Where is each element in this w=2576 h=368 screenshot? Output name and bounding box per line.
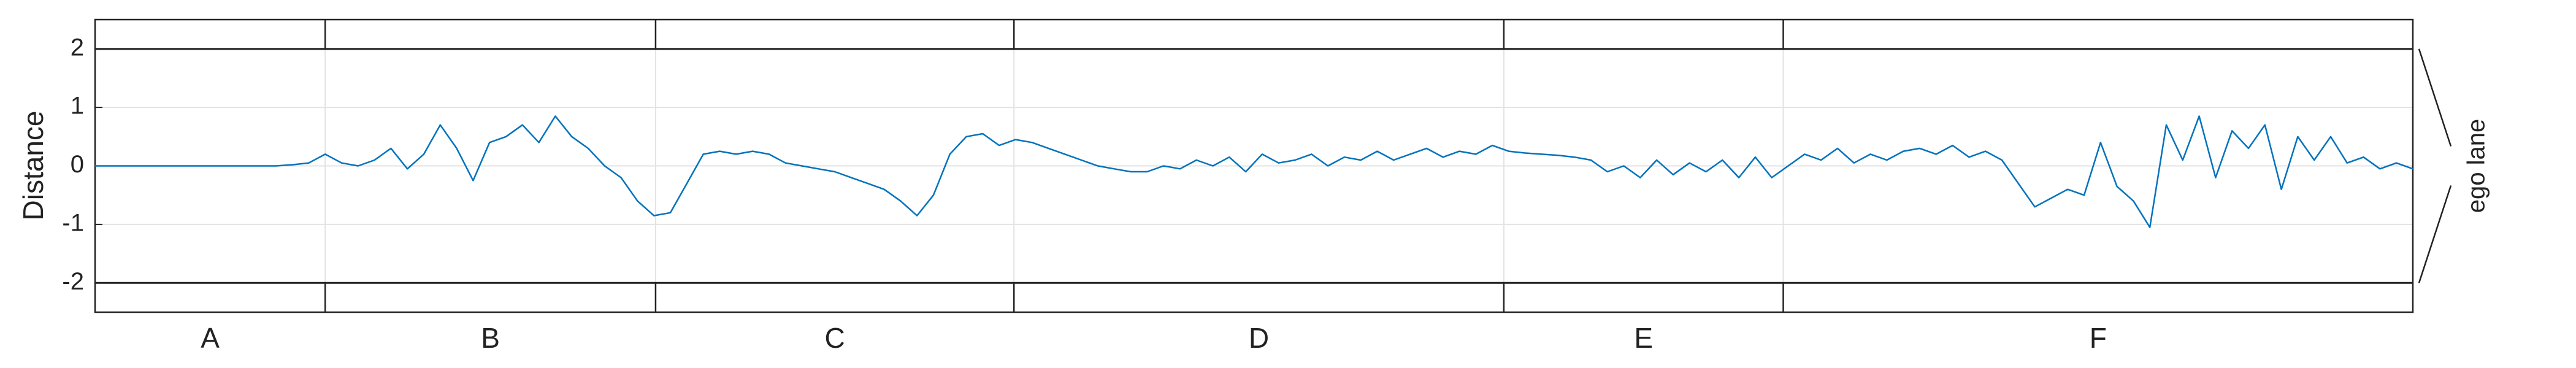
- segment-label: A: [201, 322, 220, 354]
- segment-label: F: [2090, 322, 2107, 354]
- y-tick-label: 0: [71, 151, 84, 178]
- segment-label: D: [1249, 322, 1269, 354]
- segment-label: E: [1634, 322, 1653, 354]
- band-label: ego lane: [2463, 119, 2490, 213]
- bracket: [2418, 48, 2452, 147]
- y-axis-label: Distance: [17, 111, 49, 221]
- y-tick-label: -1: [62, 209, 84, 236]
- y-tick-label: 2: [71, 34, 84, 61]
- segment-label: C: [824, 322, 845, 354]
- bracket: [2418, 185, 2452, 283]
- segment-label: B: [481, 322, 500, 354]
- data-line: [95, 115, 2413, 228]
- y-tick-label: 1: [71, 93, 84, 120]
- y-tick-label: -2: [62, 268, 84, 295]
